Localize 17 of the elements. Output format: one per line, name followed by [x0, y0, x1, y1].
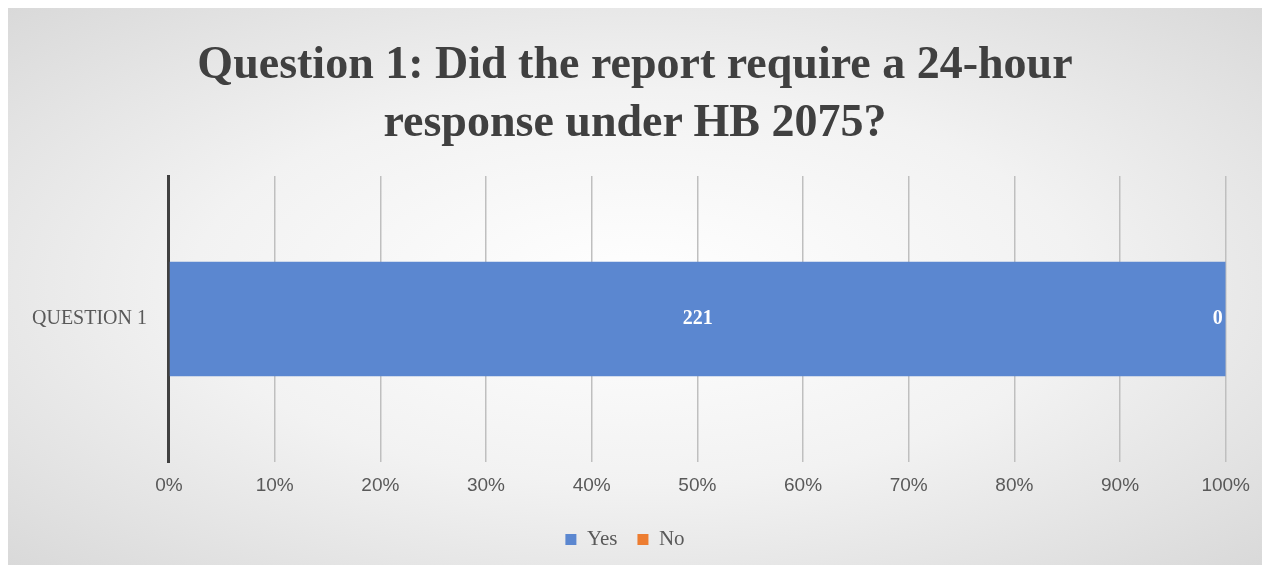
- legend-label: No: [658, 526, 685, 551]
- x-tick-label: 10%: [255, 473, 294, 495]
- y-tick-label: QUESTION 1: [31, 306, 147, 329]
- chart-title: Question 1: Did the report require a 24-hour response under HB 2075?: [196, 36, 1074, 148]
- annotation: 221: [682, 306, 713, 329]
- x-tick-label: 90%: [1101, 473, 1140, 495]
- annotation: 0: [1212, 306, 1223, 329]
- x-tick-label: 0%: [155, 473, 183, 495]
- x-tick-label: 60%: [784, 473, 823, 495]
- x-tick-label: 40%: [572, 473, 611, 495]
- x-tick-label: 50%: [678, 473, 717, 495]
- legend-label: Yes: [586, 526, 618, 551]
- x-tick-label: 80%: [995, 473, 1034, 495]
- x-tick-label: 100%: [1201, 473, 1251, 495]
- x-tick-label: 30%: [466, 473, 506, 495]
- x-tick-label: 20%: [361, 473, 400, 495]
- x-tick-label: 70%: [889, 473, 928, 495]
